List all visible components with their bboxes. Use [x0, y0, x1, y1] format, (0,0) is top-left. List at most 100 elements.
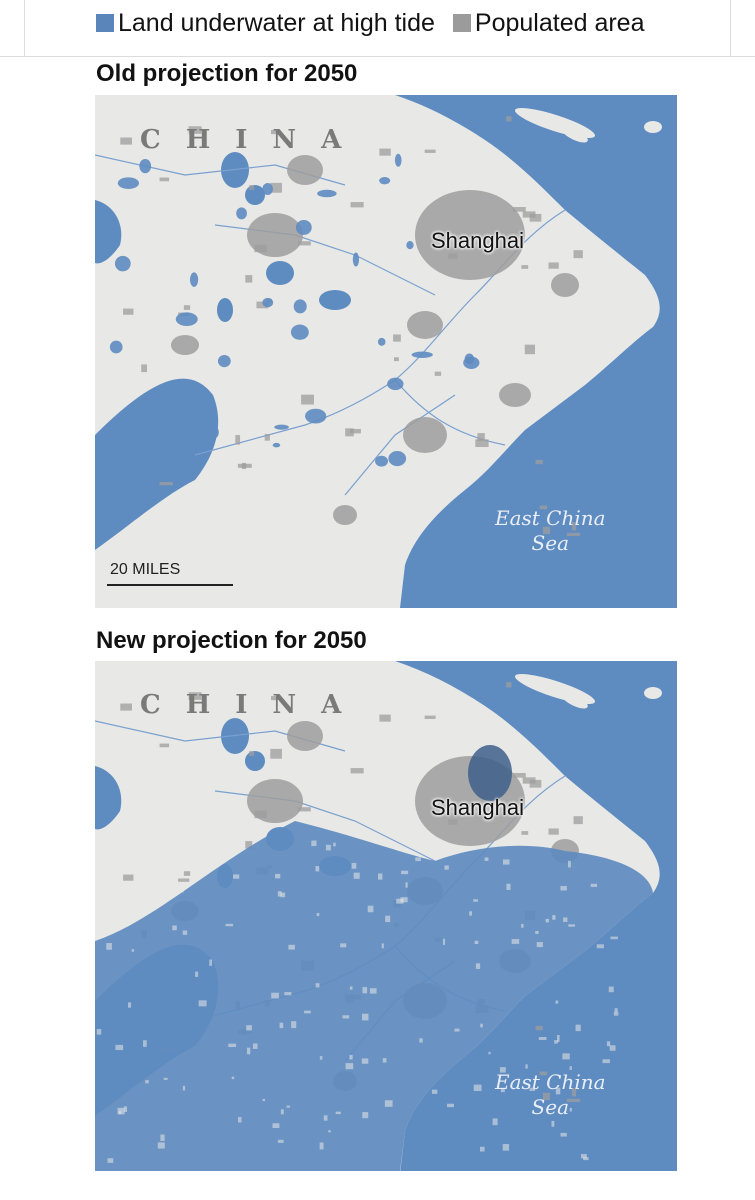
dry-patch: [328, 1130, 331, 1133]
flooded-land: [290, 324, 309, 340]
flooded-land: [375, 455, 389, 467]
dry-patch: [275, 873, 281, 879]
populated-area: [379, 148, 391, 156]
dry-patch: [562, 1053, 570, 1060]
populated-area: [571, 1088, 577, 1097]
populated-area: [183, 305, 191, 310]
flooded-land: [377, 337, 386, 346]
populated-area: [542, 526, 550, 535]
dry-patch: [563, 917, 568, 922]
dry-patch: [488, 1051, 491, 1055]
dry-patch: [502, 1144, 510, 1151]
dry-patch: [131, 949, 135, 952]
dry-patch: [454, 1028, 460, 1032]
dry-patch: [500, 1088, 505, 1093]
dry-patch: [521, 923, 524, 928]
populated-area: [245, 841, 253, 849]
populated-area: [551, 273, 579, 297]
populated-area: [249, 185, 255, 190]
flooded-land: [317, 189, 337, 198]
dry-patch: [556, 1035, 560, 1042]
dry-patch: [315, 983, 320, 988]
dry-patch: [279, 1022, 284, 1029]
dry-patch: [106, 943, 112, 950]
populated-area: [571, 522, 577, 531]
dry-patch: [157, 1142, 165, 1149]
flooded-land: [114, 255, 131, 272]
dry-patch: [590, 883, 598, 887]
populated-area: [120, 703, 132, 711]
dry-patch: [349, 986, 353, 990]
populated-area: [522, 777, 536, 784]
dry-patch: [385, 915, 391, 923]
dry-patch: [340, 943, 347, 948]
flooded-land: [305, 408, 327, 424]
populated-area: [524, 344, 536, 355]
dry-patch: [552, 915, 556, 920]
dry-patch: [492, 1118, 498, 1126]
dry-patch: [323, 1115, 328, 1121]
populated-area: [548, 828, 559, 835]
legend-item-underwater: Land underwater at high tide: [96, 9, 435, 38]
dry-patch: [535, 930, 539, 934]
dry-patch: [114, 860, 123, 866]
dry-patch: [401, 870, 409, 875]
populated-area: [379, 714, 391, 722]
populated-area: [512, 773, 526, 778]
island: [97, 903, 133, 919]
dry-patch: [484, 857, 489, 861]
dry-patch: [316, 912, 320, 917]
populated-area: [264, 433, 270, 441]
flooded-land: [109, 340, 123, 354]
populated-area: [506, 116, 512, 122]
dry-patch: [198, 1000, 207, 1007]
dry-patch: [369, 988, 377, 994]
dry-patch: [606, 1041, 611, 1047]
lake: [245, 185, 265, 205]
populated-area: [499, 383, 531, 407]
dry-patch: [474, 940, 479, 944]
dry-patch: [608, 986, 614, 993]
dry-patch: [232, 874, 240, 879]
dry-patch: [262, 1098, 266, 1102]
flooded-land: [394, 153, 402, 167]
populated-area: [271, 130, 278, 135]
dry-patch: [333, 842, 336, 847]
populated-area: [270, 748, 282, 759]
lake: [266, 261, 294, 285]
populated-area: [434, 371, 442, 376]
flooded-land: [388, 451, 407, 467]
dry-patch: [529, 1087, 535, 1091]
sea-label-line-2: Sea: [531, 1095, 570, 1119]
dry-patch: [415, 857, 421, 862]
dry-patch: [583, 1157, 589, 1161]
populated-area: [333, 505, 357, 525]
populated-area: [256, 301, 269, 309]
flooded-land: [175, 312, 198, 326]
populated-area: [448, 253, 458, 259]
dry-patch: [480, 1023, 483, 1028]
populated-area: [123, 874, 134, 881]
dry-patch: [614, 1008, 618, 1012]
flooded-land: [295, 219, 312, 235]
flooded-land: [95, 821, 653, 1171]
dry-patch: [172, 925, 177, 931]
dry-patch: [442, 938, 446, 945]
right-edge-line: [730, 0, 731, 56]
dry-patch: [291, 1021, 297, 1029]
dry-patch: [96, 1029, 102, 1035]
dry-patch: [272, 1123, 280, 1128]
dry-patch: [145, 1080, 149, 1084]
flooded-land: [209, 426, 219, 439]
dry-patch: [277, 891, 282, 897]
populated-area: [141, 364, 148, 373]
dry-patch: [569, 1066, 572, 1070]
old-projection-title: Old projection for 2050: [96, 60, 358, 87]
flooded-land: [272, 442, 281, 448]
flooded-land: [139, 158, 152, 174]
country-label: CHINA: [140, 690, 367, 720]
populated-area: [350, 768, 364, 774]
flooded-land: [406, 241, 414, 250]
dry-patch: [118, 1110, 122, 1115]
dry-patch: [602, 1059, 610, 1064]
